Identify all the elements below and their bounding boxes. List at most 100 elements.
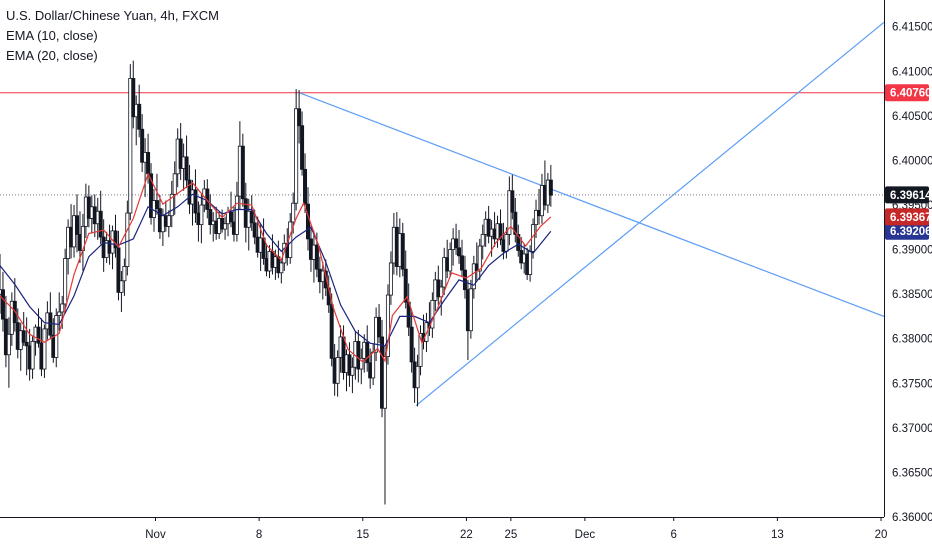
candle[interactable]: [42, 324, 47, 378]
candle-body-up: [279, 262, 284, 274]
plot-area[interactable]: [0, 21, 885, 505]
candle[interactable]: [418, 325, 423, 376]
candle[interactable]: [131, 60, 136, 129]
candle[interactable]: [471, 255, 476, 299]
candle[interactable]: [510, 174, 515, 220]
candle[interactable]: [457, 229, 462, 264]
candle[interactable]: [388, 251, 393, 305]
candle[interactable]: [0, 271, 5, 332]
candle[interactable]: [98, 190, 103, 245]
candle[interactable]: [385, 284, 390, 365]
candle[interactable]: [448, 242, 453, 278]
candle-body-down: [74, 215, 79, 235]
y-axis[interactable]: 6.36000 6.36500 6.37000 6.37500 6.38000 6.385…: [892, 22, 932, 524]
x-axis[interactable]: Nov 8 15 22 25 Dec 6 13 20: [145, 517, 887, 541]
candle-body-up: [335, 357, 340, 384]
candle[interactable]: [459, 239, 464, 278]
candle[interactable]: [223, 216, 228, 240]
candle[interactable]: [294, 89, 299, 211]
candle[interactable]: [184, 135, 189, 189]
y-tick-label: 6.41000: [892, 66, 932, 78]
candle-body-down: [329, 304, 334, 359]
candle[interactable]: [24, 317, 29, 376]
candle-body-up: [371, 351, 376, 379]
candle-body-up: [382, 356, 387, 409]
candle-body-up: [63, 258, 68, 305]
candle[interactable]: [415, 354, 420, 407]
candle-body-down: [409, 326, 414, 363]
candle-body-down: [178, 138, 183, 169]
ema20-legend[interactable]: EMA (20, close): [6, 48, 98, 63]
candle[interactable]: [122, 258, 127, 296]
candle-body-down: [228, 211, 233, 223]
candle[interactable]: [507, 176, 512, 246]
candle[interactable]: [297, 90, 302, 144]
candle[interactable]: [430, 292, 435, 338]
ema10-price-tag-bg: [885, 208, 929, 226]
candle[interactable]: [335, 350, 340, 397]
candle[interactable]: [382, 345, 387, 505]
candle[interactable]: [377, 303, 382, 344]
candle[interactable]: [154, 173, 159, 215]
candle[interactable]: [178, 123, 183, 181]
candle[interactable]: [140, 114, 145, 173]
candle-body-up: [415, 365, 420, 389]
candle[interactable]: [6, 317, 11, 388]
candle[interactable]: [279, 258, 284, 284]
candle[interactable]: [128, 64, 133, 221]
candle[interactable]: [63, 248, 68, 312]
candle[interactable]: [347, 342, 352, 387]
trendline-1[interactable]: [298, 92, 885, 318]
candle-body-down: [140, 128, 145, 163]
candle[interactable]: [199, 194, 204, 244]
candle[interactable]: [468, 279, 473, 339]
candle[interactable]: [249, 195, 254, 231]
candle[interactable]: [498, 209, 503, 246]
symbol-title[interactable]: U.S. Dollar/Chinese Yuan, 4h, FXCM: [6, 8, 219, 23]
candle[interactable]: [74, 194, 79, 253]
candle[interactable]: [480, 224, 485, 260]
candle[interactable]: [409, 310, 414, 373]
candle[interactable]: [486, 205, 491, 244]
candle[interactable]: [513, 197, 518, 243]
candle[interactable]: [400, 222, 405, 277]
candle[interactable]: [516, 224, 521, 257]
candle[interactable]: [477, 238, 482, 280]
candle[interactable]: [240, 133, 245, 207]
candle[interactable]: [548, 164, 553, 207]
candle[interactable]: [48, 292, 53, 339]
candle[interactable]: [300, 111, 305, 176]
trendline-2[interactable]: [415, 21, 885, 407]
candle[interactable]: [356, 329, 361, 383]
candle[interactable]: [116, 230, 121, 301]
candle[interactable]: [169, 180, 174, 228]
candle[interactable]: [454, 223, 459, 255]
candle-body-down: [323, 270, 328, 289]
candle[interactable]: [125, 200, 130, 276]
candle-body-down: [513, 211, 518, 235]
candle-body-down: [377, 316, 382, 338]
ema20-line[interactable]: [0, 193, 552, 347]
candle[interactable]: [54, 308, 59, 368]
candle-body-up: [166, 215, 171, 227]
candle[interactable]: [149, 163, 154, 225]
candle[interactable]: [166, 210, 171, 238]
candle[interactable]: [303, 153, 308, 214]
candle[interactable]: [208, 194, 213, 235]
candle[interactable]: [36, 308, 41, 348]
candle[interactable]: [119, 270, 124, 312]
candle[interactable]: [329, 293, 334, 367]
candle[interactable]: [350, 357, 355, 394]
ema10-line[interactable]: [0, 172, 552, 363]
candle[interactable]: [442, 247, 447, 296]
candle[interactable]: [137, 84, 142, 138]
candle[interactable]: [172, 161, 177, 215]
candle[interactable]: [30, 336, 35, 379]
ema10-legend[interactable]: EMA (10, close): [6, 28, 98, 43]
candle[interactable]: [234, 181, 239, 242]
candle[interactable]: [21, 311, 26, 346]
candle[interactable]: [359, 348, 364, 385]
candle[interactable]: [365, 325, 370, 372]
candle[interactable]: [113, 214, 118, 258]
